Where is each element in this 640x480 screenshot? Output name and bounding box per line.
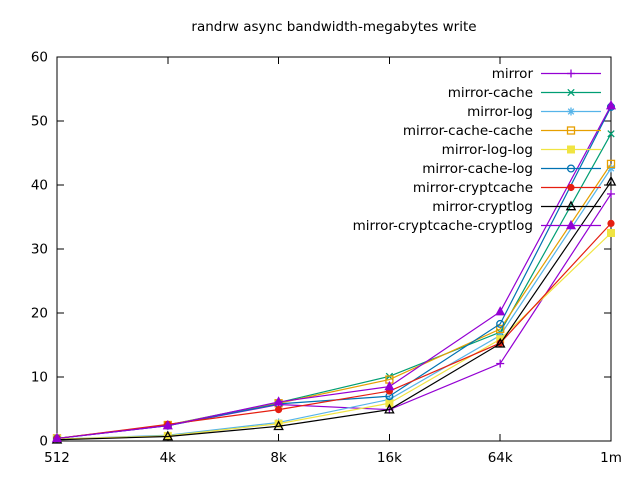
data-point-marker bbox=[607, 219, 615, 227]
data-point-marker bbox=[567, 145, 575, 154]
series-lines bbox=[51, 99, 617, 444]
y-tick-label: 20 bbox=[31, 306, 48, 322]
data-point-marker bbox=[496, 319, 505, 328]
legend-label: mirror-cache bbox=[448, 85, 533, 101]
data-point-marker bbox=[384, 403, 395, 414]
data-point-marker bbox=[384, 380, 395, 391]
legend-label: mirror bbox=[492, 66, 534, 82]
legend-label: mirror-cryptcache-cryptlog bbox=[353, 218, 533, 234]
y-tick-label: 60 bbox=[31, 50, 48, 66]
legend-item: mirror-cryptcache-cryptlog bbox=[353, 218, 601, 234]
series-line bbox=[56, 222, 612, 440]
series-mirror-cryptcache bbox=[53, 219, 615, 443]
axes: 512 4k 8k 16k 64k 1m 0 10 20 30 40 50 60 bbox=[31, 50, 622, 467]
data-point-marker bbox=[605, 99, 617, 110]
data-point-marker bbox=[607, 130, 615, 138]
legend-item: mirror-log bbox=[467, 104, 601, 120]
y-tick-label: 10 bbox=[31, 370, 48, 386]
x-tick-label: 512 bbox=[44, 450, 70, 466]
data-point-marker bbox=[567, 88, 575, 97]
data-point-marker bbox=[567, 183, 575, 192]
series-mirror-cache bbox=[53, 130, 615, 443]
series-line bbox=[56, 232, 612, 440]
legend-label: mirror-cryptcache bbox=[413, 180, 533, 196]
legend-label: mirror-log-log bbox=[442, 142, 533, 158]
data-point-marker bbox=[494, 337, 506, 348]
data-point-marker bbox=[606, 159, 616, 169]
legend-item: mirror-cryptcache bbox=[413, 180, 601, 196]
legend-item: mirror-log-log bbox=[442, 142, 601, 158]
data-point-marker bbox=[274, 419, 283, 428]
series-line bbox=[56, 105, 612, 440]
y-tick-label: 30 bbox=[31, 242, 48, 258]
x-tick-label: 4k bbox=[160, 450, 177, 466]
data-point-marker bbox=[566, 164, 576, 173]
legend-label: mirror-cache-cache bbox=[403, 123, 533, 139]
data-point-marker bbox=[607, 165, 615, 172]
series-mirror-cryptcache-cryptlog bbox=[51, 99, 617, 443]
series-line bbox=[56, 181, 612, 441]
data-point-marker bbox=[496, 324, 505, 334]
legend-item: mirror-cache-log bbox=[422, 161, 601, 177]
data-point-marker bbox=[566, 126, 576, 135]
legend-item: mirror bbox=[492, 66, 601, 82]
x-tick-label: 8k bbox=[270, 450, 287, 466]
legend-label: mirror-cache-log bbox=[422, 161, 533, 177]
y-tick-label: 40 bbox=[31, 178, 48, 194]
data-point-marker bbox=[565, 200, 577, 211]
x-tick-label: 16k bbox=[377, 450, 402, 466]
legend-label: mirror-cryptlog bbox=[432, 199, 533, 215]
data-point-marker bbox=[607, 229, 615, 237]
legend-item: mirror-cache bbox=[448, 85, 601, 101]
chart-title: randrw async bandwidth-megabytes write bbox=[191, 19, 476, 35]
y-tick-label: 0 bbox=[39, 434, 48, 450]
x-tick-label: 64k bbox=[488, 450, 513, 466]
legend-item: mirror-cryptlog bbox=[432, 199, 601, 215]
legend-label: mirror-log bbox=[467, 104, 533, 120]
data-point-marker bbox=[162, 430, 174, 441]
data-point-marker bbox=[273, 396, 284, 406]
data-point-marker bbox=[565, 219, 577, 230]
x-tick-label: 1m bbox=[600, 450, 622, 466]
data-point-marker bbox=[162, 419, 173, 430]
legend: mirror mirror-cache mirror-log mirror-cache… bbox=[353, 66, 601, 234]
y-tick-label: 50 bbox=[31, 114, 48, 130]
data-point-marker bbox=[605, 175, 617, 186]
legend-item: mirror-cache-cache bbox=[403, 123, 601, 139]
data-point-marker bbox=[495, 306, 506, 316]
data-point-marker bbox=[275, 406, 283, 414]
data-point-marker bbox=[51, 432, 63, 443]
data-point-marker bbox=[567, 108, 575, 115]
data-point-marker bbox=[273, 420, 284, 431]
